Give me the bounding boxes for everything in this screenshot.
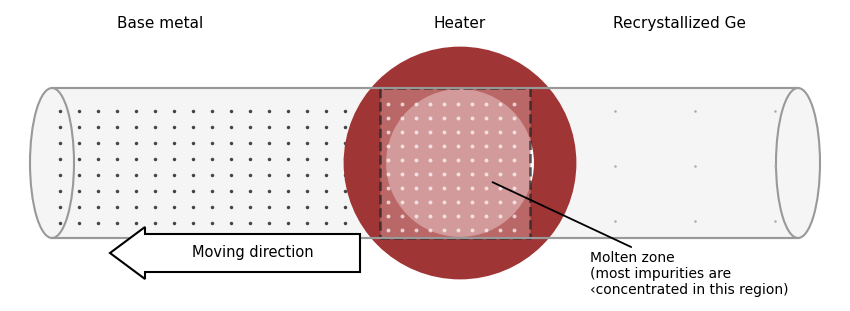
Ellipse shape: [345, 48, 575, 278]
Bar: [52, 88, 798, 238]
Ellipse shape: [385, 88, 535, 238]
Text: Base metal: Base metal: [116, 16, 203, 31]
Text: Moving direction: Moving direction: [192, 245, 314, 261]
Text: Recrystallized Ge: Recrystallized Ge: [614, 16, 746, 31]
FancyArrow shape: [110, 227, 360, 279]
Bar: [380, 88, 530, 238]
Text: Heater: Heater: [434, 16, 486, 31]
Ellipse shape: [776, 88, 820, 238]
Ellipse shape: [30, 88, 74, 238]
Text: Molten zone
(most impurities are
‹concentrated in this region): Molten zone (most impurities are ‹concen…: [492, 182, 789, 297]
